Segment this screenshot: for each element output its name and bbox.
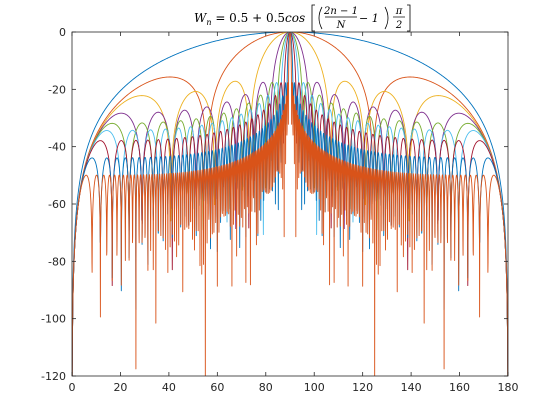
series-line-N8: [72, 32, 508, 376]
x-tick-label: 100: [304, 381, 325, 394]
svg-text:Wn = 0.5 + 0.5cos: Wn = 0.5 + 0.5cos: [194, 11, 305, 27]
title-pi: π: [395, 6, 403, 17]
series-line-N48: [72, 32, 508, 376]
y-tick-label: -120: [41, 370, 66, 383]
x-tick-label: 80: [259, 381, 273, 394]
x-tick-label: 120: [352, 381, 373, 394]
title-cos: cos: [285, 11, 305, 25]
title-paren-left: [318, 6, 323, 30]
title-subscript-n: n: [206, 18, 211, 27]
x-tick-label: 0: [69, 381, 76, 394]
series-line-N96: [72, 32, 508, 376]
title-w: W: [194, 11, 208, 25]
series-layer: [72, 32, 508, 376]
series-line-N4: [72, 32, 508, 376]
x-tick-label: 140: [401, 381, 422, 394]
y-tick-label: -20: [48, 83, 66, 96]
title-minus-one: − 1: [359, 12, 379, 25]
title-paren-right: [384, 6, 389, 30]
x-tick-label: 180: [498, 381, 519, 394]
tick-layer: 0 20 40 60 80 100 120 140 160 180 0 -20 -40 -60 -80 -10…: [41, 26, 518, 394]
y-tick-label: 0: [59, 26, 66, 39]
x-tick-label: 160: [449, 381, 470, 394]
series-line-N192: [72, 32, 508, 376]
chart-title: Wn = 0.5 + 0.5cos 2n − 1 N − 1 π 2: [194, 4, 411, 32]
y-tick-label: -80: [48, 255, 66, 268]
title-fraction-numerator: 2n − 1: [323, 6, 358, 17]
title-outer-bracket-left: [311, 4, 315, 32]
title-formula-mid: = 0.5 + 0.5: [212, 11, 286, 25]
series-line-N2: [72, 32, 508, 376]
x-tick-label: 60: [210, 381, 224, 394]
series-line-N24: [72, 32, 508, 376]
y-tick-label: -40: [48, 141, 66, 154]
y-tick-label: -60: [48, 198, 66, 211]
title-outer-bracket-right: [407, 4, 411, 32]
title-fraction-denominator: N: [336, 20, 347, 31]
x-tick-label: 20: [113, 381, 127, 394]
title-two: 2: [395, 20, 402, 31]
plot-area: [72, 32, 508, 376]
y-tick-label: -100: [41, 313, 66, 326]
x-tick-label: 40: [162, 381, 176, 394]
